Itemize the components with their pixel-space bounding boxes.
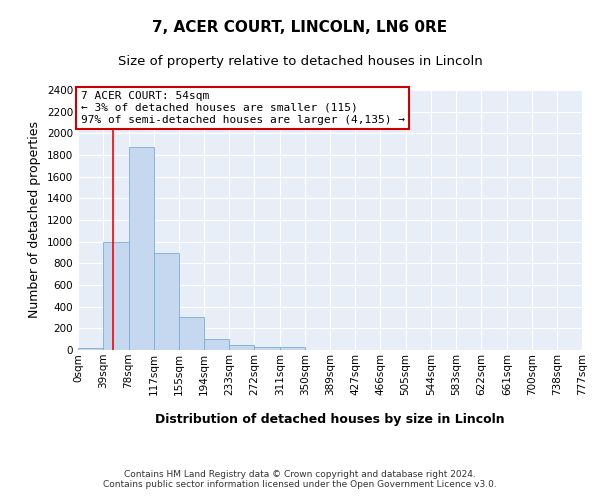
Text: Distribution of detached houses by size in Lincoln: Distribution of detached houses by size … — [155, 412, 505, 426]
Bar — [154, 252, 179, 350]
Text: Size of property relative to detached houses in Lincoln: Size of property relative to detached ho… — [118, 55, 482, 68]
Text: 7 ACER COURT: 54sqm
← 3% of detached houses are smaller (115)
97% of semi-detach: 7 ACER COURT: 54sqm ← 3% of detached hou… — [80, 92, 404, 124]
Bar — [254, 347, 280, 350]
Bar — [78, 348, 103, 350]
Bar — [128, 148, 154, 350]
Bar — [179, 317, 204, 350]
Bar — [204, 339, 229, 350]
Text: 7, ACER COURT, LINCOLN, LN6 0RE: 7, ACER COURT, LINCOLN, LN6 0RE — [152, 20, 448, 35]
Text: Contains HM Land Registry data © Crown copyright and database right 2024.
Contai: Contains HM Land Registry data © Crown c… — [103, 470, 497, 490]
Bar — [229, 345, 254, 350]
Bar — [103, 242, 128, 350]
Y-axis label: Number of detached properties: Number of detached properties — [28, 122, 41, 318]
Bar — [280, 348, 305, 350]
